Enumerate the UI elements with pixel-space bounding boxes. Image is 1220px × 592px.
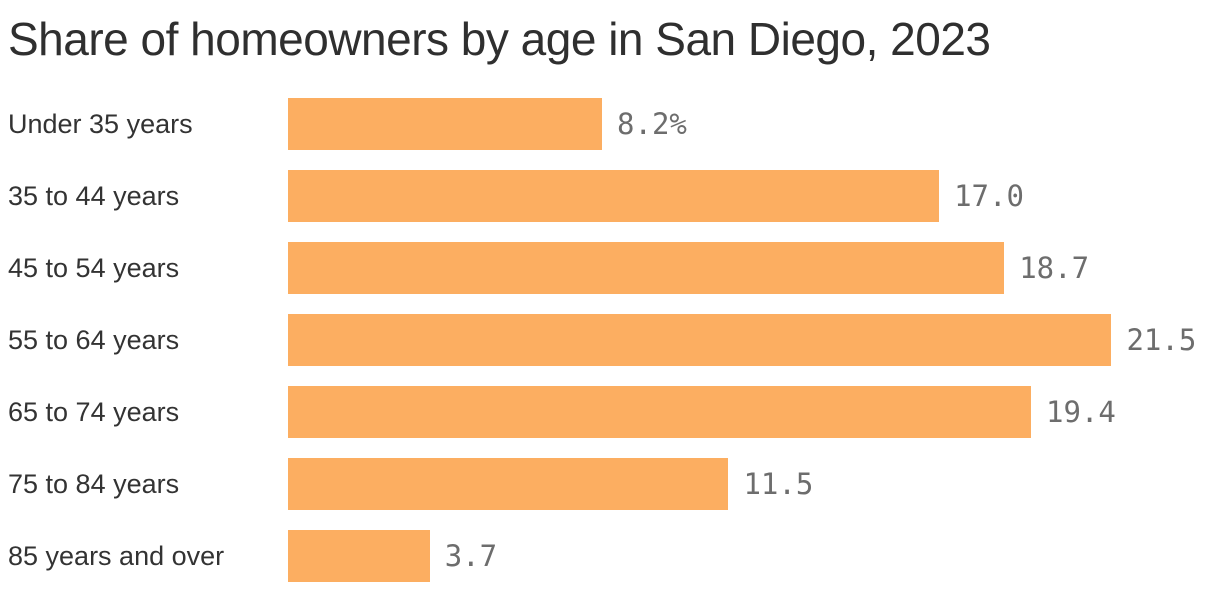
chart-title: Share of homeowners by age in San Diego,… [8, 13, 991, 65]
bar [288, 386, 1032, 438]
category-label: 55 to 64 years [8, 324, 180, 355]
category-label: Under 35 years [8, 108, 193, 139]
category-label: 45 to 54 years [8, 252, 180, 283]
category-label: 75 to 84 years [8, 468, 180, 499]
value-label: 17.0 [954, 179, 1024, 213]
value-label: 11.5 [743, 467, 814, 501]
bar-row: 85 years and over 3.7 [0, 530, 1220, 582]
bar-row: 35 to 44 years 17.0 [0, 170, 1220, 222]
value-label: 8.2% [617, 107, 687, 141]
bar-track: 11.5 [288, 458, 1220, 510]
bar [288, 314, 1112, 366]
bar-track: 3.7 [288, 530, 1220, 582]
value-label: 3.7 [444, 539, 498, 573]
bar-row: 75 to 84 years 11.5 [0, 458, 1220, 510]
bar [288, 170, 940, 222]
bar-row: 55 to 64 years 21.5 [0, 314, 1220, 366]
category-label: 35 to 44 years [8, 180, 180, 211]
bar [288, 242, 1005, 294]
bar-row: 65 to 74 years 19.4 [0, 386, 1220, 438]
bar-track: 18.7 [288, 242, 1220, 294]
bar-track: 19.4 [288, 386, 1220, 438]
bar [288, 458, 729, 510]
bar-track: 17.0 [288, 170, 1220, 222]
value-label: 19.4 [1046, 395, 1116, 429]
bar [288, 530, 430, 582]
bar-chart: Under 35 years 8.2% 35 to 44 years 17.0 … [0, 98, 1220, 582]
bar-row: Under 35 years 8.2% [0, 98, 1220, 150]
category-label: 85 years and over [8, 540, 225, 571]
value-label: 18.7 [1019, 251, 1090, 285]
bar-row: 45 to 54 years 18.7 [0, 242, 1220, 294]
bar-track: 8.2% [288, 98, 1220, 150]
bar [288, 98, 603, 150]
bar-track: 21.5 [288, 314, 1220, 366]
category-label: 65 to 74 years [8, 396, 180, 427]
value-label: 21.5 [1126, 323, 1197, 357]
